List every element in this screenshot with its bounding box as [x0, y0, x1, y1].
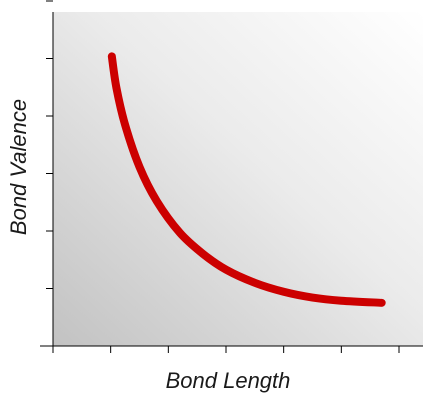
y-axis-label: Bond Valence: [6, 99, 31, 235]
plot-background: [53, 12, 423, 346]
series-layer: [107, 52, 386, 307]
x-axis-ticks: [52, 346, 400, 353]
series-line-0: [107, 52, 386, 307]
x-axis-label: Bond Length: [166, 368, 291, 393]
y-axis-ticks: [46, 0, 53, 347]
